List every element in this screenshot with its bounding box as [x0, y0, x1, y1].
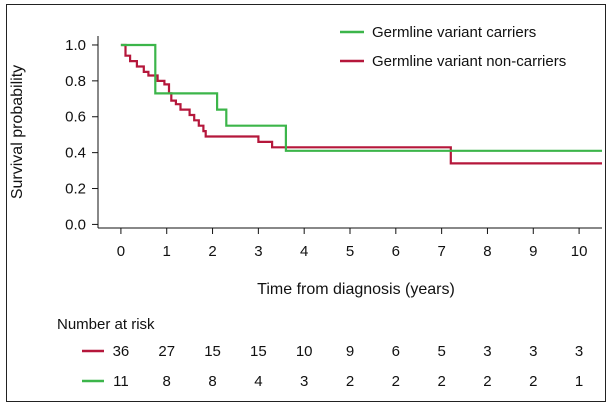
- y-tick-label: 0.8: [65, 73, 86, 90]
- risk-count: 15: [250, 343, 267, 360]
- risk-count: 3: [300, 373, 308, 390]
- risk-count: 3: [529, 343, 537, 360]
- legend: Germline variant carriers Germline varia…: [340, 24, 566, 70]
- x-tick-label: 7: [437, 243, 445, 260]
- x-tick-label: 5: [346, 243, 354, 260]
- x-tick-label: 3: [254, 243, 262, 260]
- x-tick-label: 2: [208, 243, 216, 260]
- x-tick-label: 9: [529, 243, 537, 260]
- risk-count: 1: [575, 373, 583, 390]
- y-tick-labels: 0.0 0.2 0.4 0.6 0.8 1.0: [65, 37, 86, 233]
- risk-count: 3: [575, 343, 583, 360]
- risk-count: 8: [163, 373, 171, 390]
- tick-marks: [92, 44, 580, 234]
- y-tick-label: 1.0: [65, 37, 86, 54]
- risk-count: 27: [158, 343, 175, 360]
- risk-count: 4: [254, 373, 262, 390]
- risk-count: 2: [346, 373, 354, 390]
- risk-count: 5: [437, 343, 445, 360]
- x-tick-label: 4: [300, 243, 308, 260]
- x-axis-label: Time from diagnosis (years): [257, 281, 455, 298]
- y-tick-label: 0.6: [65, 109, 86, 126]
- risk-table-title: Number at risk: [57, 316, 155, 333]
- series-lines: [120, 43, 602, 165]
- risk-count: 2: [483, 373, 491, 390]
- risk-count: 9: [346, 343, 354, 360]
- risk-count: 11: [113, 373, 129, 390]
- risk-count: 6: [392, 343, 400, 360]
- x-tick-label: 8: [483, 243, 491, 260]
- chart-frame: [6, 4, 606, 402]
- y-tick-label: 0.2: [65, 181, 86, 198]
- x-tick-label: 1: [163, 243, 171, 260]
- risk-table: 36 27 15 15 10 9 6 5 3 3 3 11 8 8 4 3 2 2 2 2 2 1: [82, 343, 583, 390]
- risk-count: 8: [208, 373, 216, 390]
- legend-label-carriers: Germline variant carriers: [372, 24, 536, 41]
- x-tick-label: 6: [392, 243, 400, 260]
- risk-count: 2: [437, 373, 445, 390]
- y-axis-label: Survival probability: [9, 65, 26, 199]
- risk-count: 10: [296, 343, 313, 360]
- series-line-non-carriers: [120, 43, 602, 165]
- risk-count: 2: [392, 373, 400, 390]
- risk-count: 3: [483, 343, 491, 360]
- risk-count: 15: [204, 343, 221, 360]
- x-tick-labels: 0 1 2 3 4 5 6 7 8 9 10: [117, 243, 588, 260]
- y-tick-label: 0.0: [65, 216, 86, 233]
- x-tick-label: 0: [117, 243, 125, 260]
- risk-count: 2: [529, 373, 537, 390]
- legend-label-non-carriers: Germline variant non-carriers: [372, 53, 566, 70]
- risk-count: 36: [113, 343, 130, 360]
- y-tick-label: 0.4: [65, 145, 86, 162]
- x-tick-label: 10: [571, 243, 588, 260]
- series-line-carriers: [120, 43, 602, 152]
